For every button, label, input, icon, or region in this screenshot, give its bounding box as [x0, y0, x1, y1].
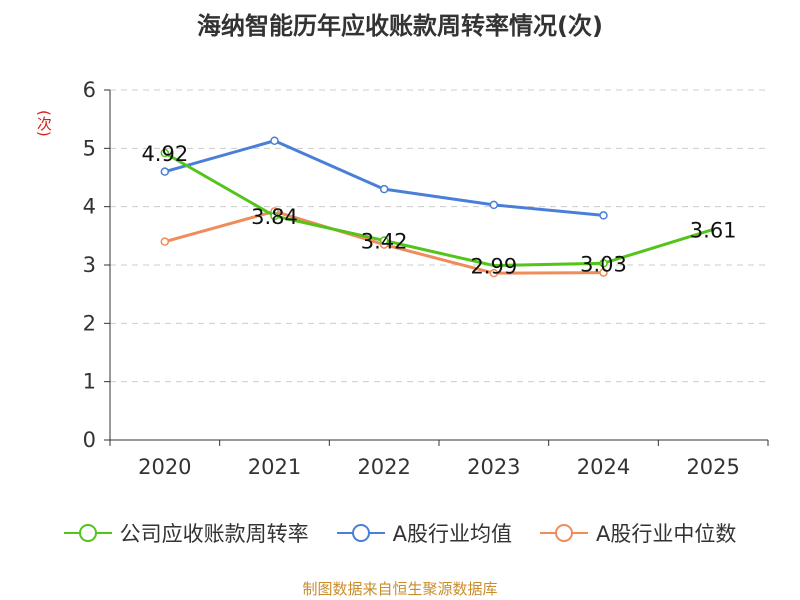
- data-point-industry_avg: [160, 167, 170, 176]
- data-point-company: [270, 211, 279, 221]
- x-tick-label: 2020: [138, 455, 191, 479]
- y-tick-label: 2: [83, 311, 96, 335]
- data-point-industry_median: [599, 268, 608, 277]
- y-tick-label: 6: [83, 78, 96, 102]
- legend-label-company: 公司应收账款周转率: [119, 522, 309, 546]
- legend-item-company[interactable]: 公司应收账款周转率: [63, 518, 309, 548]
- data-point-company: [599, 259, 608, 268]
- data-label: 4.92: [141, 142, 188, 166]
- data-point-industry_avg: [379, 184, 389, 194]
- data-label: 2.99: [470, 255, 517, 279]
- line-chart: 0 1 2 3 4 5 6 2020 2021 2022 2023 2024 2025 4.92 3.84 3…: [83, 78, 769, 479]
- series-line-industry_avg: [164, 139, 604, 217]
- legend-label-industry-median: A股行业中位数: [596, 522, 737, 546]
- y-tick-label: 4: [83, 195, 96, 219]
- data-point-industry_median: [489, 268, 499, 278]
- legend-line-marker-icon: [63, 524, 112, 542]
- y-tick-label: 1: [83, 370, 96, 394]
- y-axis-unit-label: (次): [35, 110, 53, 137]
- legend-item-industry-median[interactable]: A股行业中位数: [540, 518, 736, 548]
- x-tick-label: 2024: [577, 455, 630, 479]
- data-label: 3.61: [690, 218, 737, 242]
- series-line-company: [164, 151, 714, 268]
- data-label: 3.42: [361, 230, 408, 254]
- data-point-industry_avg: [270, 136, 279, 145]
- legend-line-marker-icon: [540, 524, 588, 542]
- data-point-industry_avg: [599, 211, 608, 220]
- data-label: 3.84: [251, 205, 298, 229]
- y-tick-label: 0: [83, 428, 96, 452]
- y-tick-label: 3: [83, 253, 96, 277]
- data-label: 3.03: [580, 252, 627, 276]
- data-source-note: 制图数据来自恒生聚源数据库: [302, 580, 498, 598]
- x-tick-label: 2021: [248, 455, 301, 479]
- data-point-industry_median: [160, 237, 170, 246]
- legend-item-industry-avg[interactable]: A股行业均值: [336, 518, 512, 548]
- data-point-company: [160, 148, 170, 158]
- legend-label-industry-avg: A股行业均值: [392, 522, 512, 546]
- data-point-industry_avg: [489, 200, 499, 210]
- y-tick-label: 5: [83, 136, 96, 160]
- data-point-company: [379, 236, 389, 245]
- x-tick-label: 2022: [357, 455, 410, 479]
- chart-title: 海纳智能历年应收账款周转率情况(次): [197, 12, 603, 40]
- legend-line-marker-icon: [336, 524, 385, 542]
- x-tick-label: 2025: [686, 455, 739, 479]
- x-tick-label: 2023: [467, 455, 520, 479]
- legend: 公司应收账款周转率 A股行业均值 A股行业中位数: [0, 518, 800, 548]
